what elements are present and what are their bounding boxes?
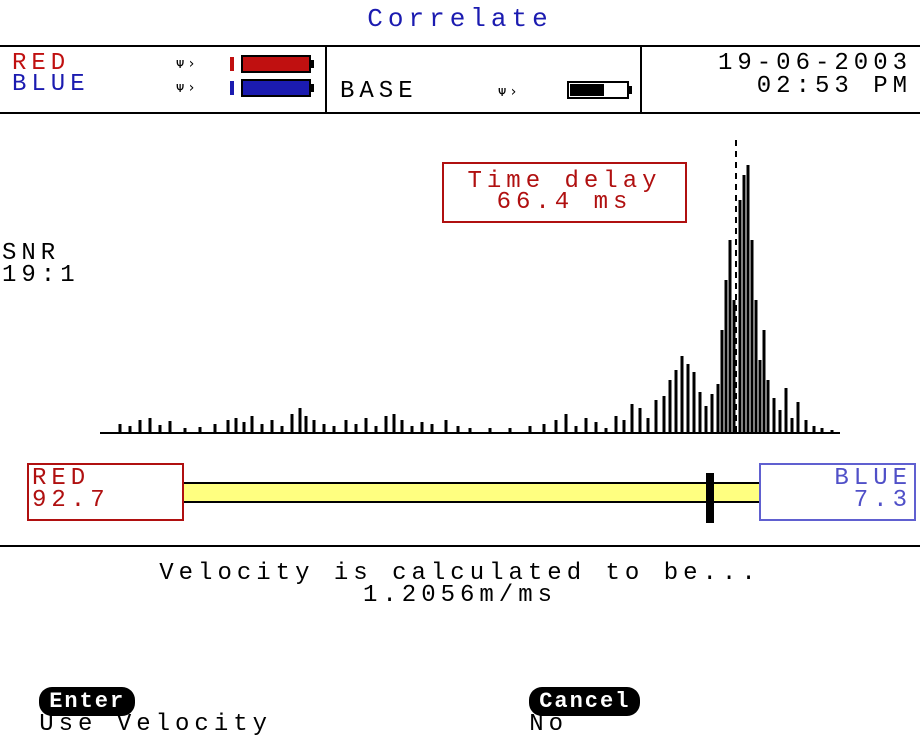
red-value: 92.7: [32, 487, 110, 514]
time: 02:53 PM: [756, 73, 912, 100]
snr-value: 19:1: [2, 262, 80, 289]
sensor-label: RED: [12, 50, 71, 77]
message-line: Velocity is calculated to be...: [159, 560, 761, 587]
blue-value: 7.3: [853, 487, 912, 514]
action-label: Use Velocity: [39, 711, 273, 738]
divider: [325, 45, 327, 112]
battery-icons: ᴪ › ᴪ › ᴪ ›: [176, 55, 632, 100]
graphics: ᴪ › ᴪ › ᴪ ›: [27, 55, 916, 523]
enter-action[interactable]: Enter Use Velocity: [20, 675, 272, 737]
position-bar: [182, 482, 761, 503]
base-label: BASE: [340, 78, 418, 105]
correlation-trace: [118, 165, 834, 433]
time-delay-label: Time delay: [467, 168, 662, 195]
red-label: RED: [32, 465, 91, 492]
divider: [640, 45, 642, 112]
sensor-label: BLUE: [12, 71, 90, 98]
divider: [0, 545, 920, 547]
screen: Correlate RED BLUE BASE 19-06-2003 02:53…: [0, 4, 920, 737]
red-box: [27, 463, 184, 521]
leak-marker: [706, 473, 714, 523]
blue-box: [759, 463, 916, 521]
time-delay-box: [442, 162, 687, 223]
action-label: No: [529, 711, 569, 738]
cancel-action[interactable]: Cancel No: [510, 675, 641, 738]
svg-text:ᴪ ›: ᴪ ›: [176, 80, 194, 96]
snr-label: SNR: [2, 240, 61, 267]
date: 19-06-2003: [717, 50, 912, 77]
divider: [0, 45, 920, 47]
svg-text:ᴪ ›: ᴪ ›: [176, 56, 194, 72]
title: Correlate: [367, 4, 553, 34]
svg-text:ᴪ ›: ᴪ ›: [498, 84, 516, 100]
blue-label: BLUE: [834, 465, 912, 492]
message-line: 1.2056m/ms: [362, 582, 558, 609]
time-delay-value: 66.4 ms: [496, 189, 633, 216]
divider: [0, 112, 920, 114]
